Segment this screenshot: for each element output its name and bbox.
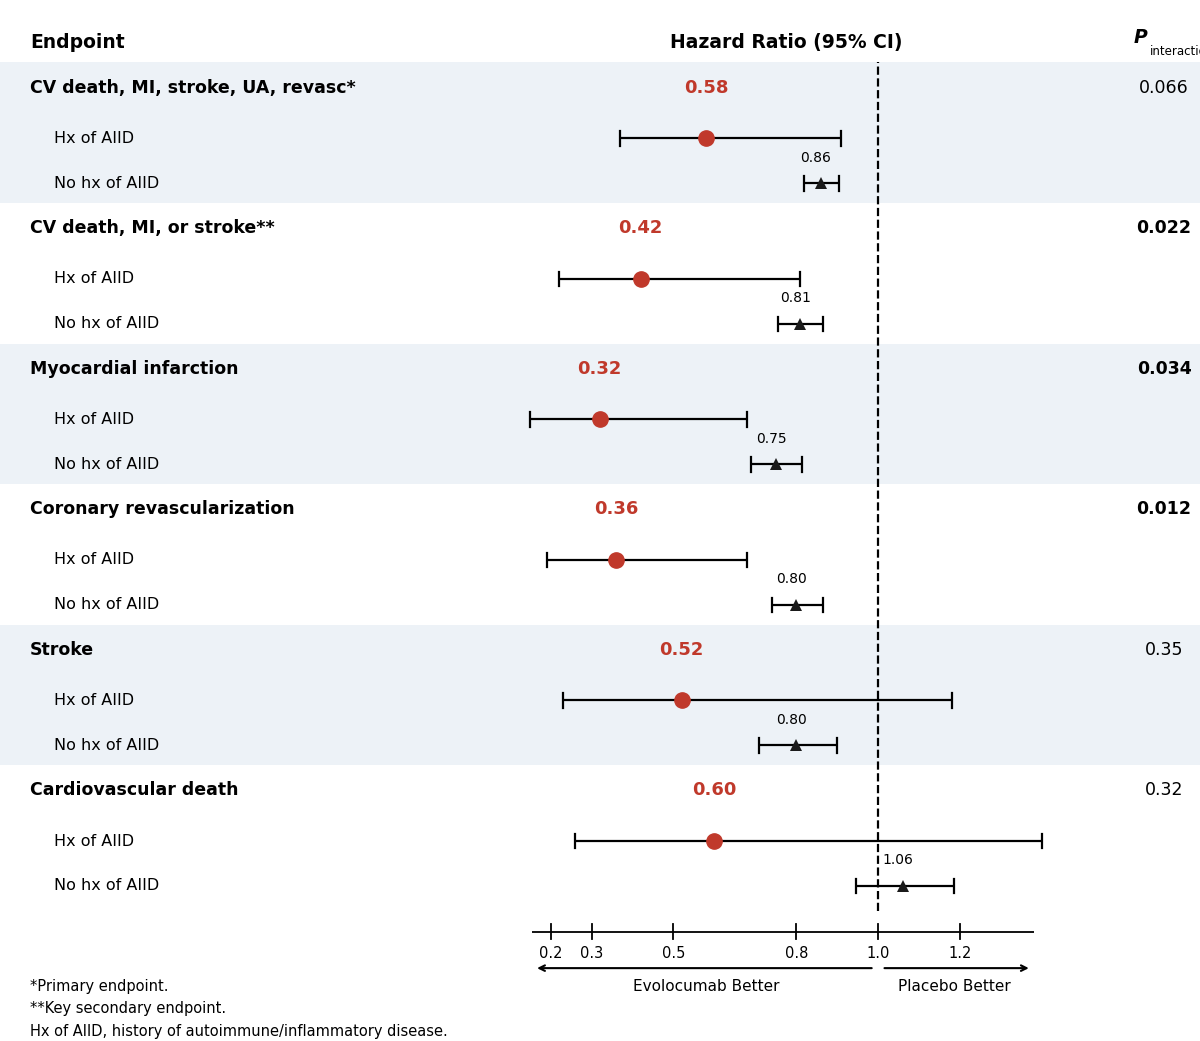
Text: Hx of AIID: Hx of AIID (54, 412, 134, 427)
Text: *Primary endpoint.: *Primary endpoint. (30, 979, 168, 993)
Text: CV death, MI, or stroke**: CV death, MI, or stroke** (30, 220, 275, 237)
Text: 0.75: 0.75 (756, 432, 786, 446)
Text: 0.80: 0.80 (776, 573, 806, 586)
Text: 0.8: 0.8 (785, 946, 808, 961)
Text: 0.5: 0.5 (661, 946, 685, 961)
Text: 0.034: 0.034 (1136, 360, 1192, 378)
Text: No hx of AIID: No hx of AIID (54, 738, 160, 753)
Text: 0.86: 0.86 (800, 151, 832, 164)
Text: Hx of AIID: Hx of AIID (54, 272, 134, 286)
Text: 0.012: 0.012 (1136, 501, 1192, 518)
Text: 0.52: 0.52 (660, 641, 704, 659)
Bar (0, 625, 1200, 765)
Text: Hx of AIID: Hx of AIID (54, 693, 134, 708)
Text: interaction: interaction (1150, 45, 1200, 57)
Text: No hx of AIID: No hx of AIID (54, 176, 160, 191)
Text: Endpoint: Endpoint (30, 33, 125, 52)
Text: Hx of AIID: Hx of AIID (54, 553, 134, 567)
Text: No hx of AIID: No hx of AIID (54, 598, 160, 612)
Text: P: P (1134, 28, 1147, 47)
Text: Hazard Ratio (95% CI): Hazard Ratio (95% CI) (670, 33, 902, 52)
Text: Hx of AIID: Hx of AIID (54, 834, 134, 848)
Text: 0.32: 0.32 (1145, 782, 1183, 799)
Text: 0.36: 0.36 (594, 501, 638, 518)
Bar (0, 344, 1200, 484)
Text: No hx of AIID: No hx of AIID (54, 316, 160, 331)
Text: Stroke: Stroke (30, 641, 94, 659)
Text: 1.0: 1.0 (866, 946, 889, 961)
Text: 1.06: 1.06 (882, 854, 913, 867)
Text: 1.2: 1.2 (948, 946, 972, 961)
Bar (0, 484, 1200, 625)
Text: 0.35: 0.35 (1145, 641, 1183, 659)
Text: Hx of AIID, history of autoimmune/inflammatory disease.: Hx of AIID, history of autoimmune/inflam… (30, 1024, 448, 1039)
Text: No hx of AIID: No hx of AIID (54, 457, 160, 472)
Text: Evolocumab Better: Evolocumab Better (632, 979, 780, 993)
Text: 0.81: 0.81 (780, 291, 811, 305)
Text: 0.3: 0.3 (580, 946, 604, 961)
Bar (0, 765, 1200, 906)
Text: **Key secondary endpoint.: **Key secondary endpoint. (30, 1001, 226, 1016)
Bar (0, 62, 1200, 203)
Text: 0.80: 0.80 (776, 713, 806, 727)
Text: 0.022: 0.022 (1136, 220, 1192, 237)
Text: 0.2: 0.2 (539, 946, 563, 961)
Text: 0.58: 0.58 (684, 79, 728, 97)
Bar (0, 203, 1200, 344)
Text: Coronary revascularization: Coronary revascularization (30, 501, 295, 518)
Text: 0.066: 0.066 (1139, 79, 1189, 97)
Text: Hx of AIID: Hx of AIID (54, 131, 134, 146)
Text: 0.42: 0.42 (618, 220, 662, 237)
Text: Placebo Better: Placebo Better (899, 979, 1012, 993)
Text: Myocardial infarction: Myocardial infarction (30, 360, 239, 378)
Text: Cardiovascular death: Cardiovascular death (30, 782, 239, 799)
Text: 0.60: 0.60 (692, 782, 737, 799)
Text: 0.32: 0.32 (577, 360, 622, 378)
Text: CV death, MI, stroke, UA, revasc*: CV death, MI, stroke, UA, revasc* (30, 79, 355, 97)
Text: No hx of AIID: No hx of AIID (54, 879, 160, 893)
